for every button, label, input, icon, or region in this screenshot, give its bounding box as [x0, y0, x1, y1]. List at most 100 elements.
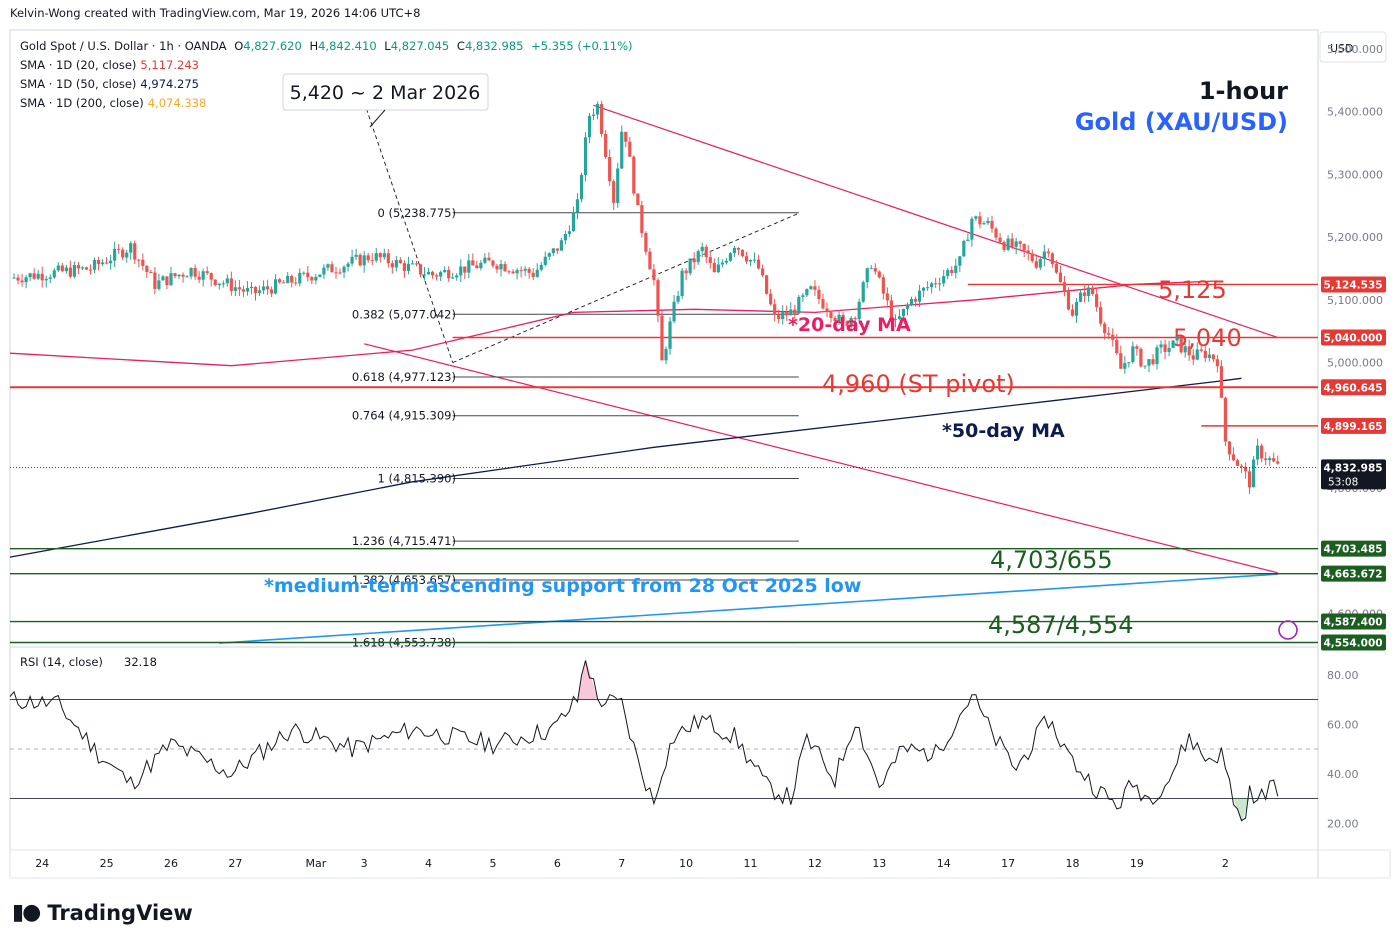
candle-body	[994, 228, 998, 238]
tradingview-brand[interactable]: ▮● TradingView	[12, 900, 193, 925]
candle-body	[926, 287, 930, 289]
candle-body	[205, 271, 209, 274]
candle-body	[1163, 344, 1167, 352]
candle-body	[921, 287, 926, 291]
candle-body	[104, 262, 109, 264]
candle-body	[1203, 350, 1207, 359]
legend-sma200[interactable]: SMA · 1D (200, close) 4,074.338	[20, 96, 207, 110]
candle-body	[398, 260, 402, 264]
candle-body	[1034, 261, 1038, 268]
candle-body	[28, 273, 32, 278]
candle-body	[547, 253, 551, 257]
candle-body	[278, 279, 282, 283]
candle-body	[1022, 243, 1026, 251]
candle-body	[720, 262, 724, 265]
fib-level-label: 1 (4,815.390)	[378, 471, 456, 485]
candle-body	[1062, 282, 1067, 292]
candle-body	[161, 276, 165, 281]
candle-body	[406, 263, 411, 271]
candle-body	[1018, 241, 1022, 244]
candle-body	[1038, 259, 1042, 268]
candle-body	[1091, 287, 1095, 295]
legend-sma20[interactable]: SMA · 1D (20, close) 5,117.243	[20, 58, 199, 72]
candle-body	[129, 243, 133, 253]
candle-body	[426, 271, 431, 275]
author-credit: Kelvin-Wong created with TradingView.com…	[10, 6, 421, 20]
candle-body	[294, 282, 298, 284]
candle-body	[322, 267, 326, 275]
candle-body	[72, 265, 76, 277]
candle-body	[245, 288, 250, 292]
candle-body	[1155, 347, 1159, 365]
candle-body	[644, 233, 648, 252]
legend-ohlc-row: Gold Spot / U.S. Dollar · 1h · OANDA O4,…	[20, 39, 633, 53]
price-badge	[1321, 276, 1386, 293]
candle-body	[153, 272, 157, 289]
candle-body	[712, 262, 716, 273]
candle-body	[821, 299, 825, 309]
currency-box	[1319, 31, 1387, 63]
candle-body	[68, 267, 72, 277]
candle-body	[1272, 458, 1276, 462]
candle-body	[88, 269, 93, 271]
chart-title: 1-hour	[1198, 77, 1288, 105]
time-tick-label: 10	[679, 857, 693, 870]
candle-body	[1095, 294, 1099, 308]
candle-body	[443, 270, 447, 273]
candle-body	[503, 264, 507, 272]
candle-body	[877, 271, 881, 278]
close-value: 4,832.985	[464, 39, 524, 53]
candle-body	[966, 239, 970, 241]
candle-body	[865, 268, 869, 283]
candle-body	[825, 308, 829, 313]
candle-body	[382, 253, 386, 258]
candle-body	[483, 257, 487, 263]
candle-body	[318, 274, 322, 277]
candle-body	[44, 278, 48, 281]
candle-body	[761, 268, 765, 276]
candle-body	[704, 246, 708, 258]
candle-body	[1099, 307, 1103, 324]
candle-body	[1014, 241, 1018, 247]
candle-body	[946, 269, 950, 277]
candle-body	[435, 275, 439, 277]
candle-body	[56, 265, 60, 271]
price-badge	[1321, 329, 1386, 346]
time-axis-box	[9, 849, 1391, 879]
sma200-value: 4,074.338	[147, 96, 207, 110]
current-price-badge	[1321, 459, 1386, 490]
candle-body	[668, 321, 672, 349]
candle-body	[451, 277, 455, 279]
rsi-label: RSI (14, close)	[20, 655, 103, 669]
candle-body	[736, 247, 741, 250]
candle-body	[684, 270, 688, 274]
candle-body	[897, 316, 902, 320]
time-tick-label: 4	[425, 857, 432, 870]
candle-body	[942, 276, 946, 284]
candle-body	[92, 259, 97, 270]
candle-body	[334, 272, 338, 274]
legend-sma50[interactable]: SMA · 1D (50, close) 4,974.275	[20, 77, 199, 91]
candle-body	[507, 271, 511, 273]
candle-body	[656, 280, 660, 316]
candle-body	[253, 286, 258, 294]
candle-body	[410, 263, 415, 265]
candle-body	[909, 298, 914, 306]
candle-body	[1127, 362, 1131, 364]
candle-body	[986, 220, 990, 224]
candle-body	[724, 260, 728, 263]
candle-body	[680, 270, 684, 296]
channel-lower-line	[364, 343, 1278, 574]
time-tick-label: 6	[554, 857, 561, 870]
candle-body	[587, 115, 592, 138]
brand-label: TradingView	[47, 900, 193, 925]
candle-body	[96, 259, 101, 265]
candle-body	[149, 272, 153, 274]
candle-body	[479, 262, 483, 269]
candle-body	[467, 260, 471, 273]
candle-body	[229, 278, 233, 291]
candle-body	[1243, 466, 1248, 472]
candle-body	[696, 251, 700, 263]
candle-body	[974, 216, 978, 219]
candle-body	[1042, 251, 1046, 260]
